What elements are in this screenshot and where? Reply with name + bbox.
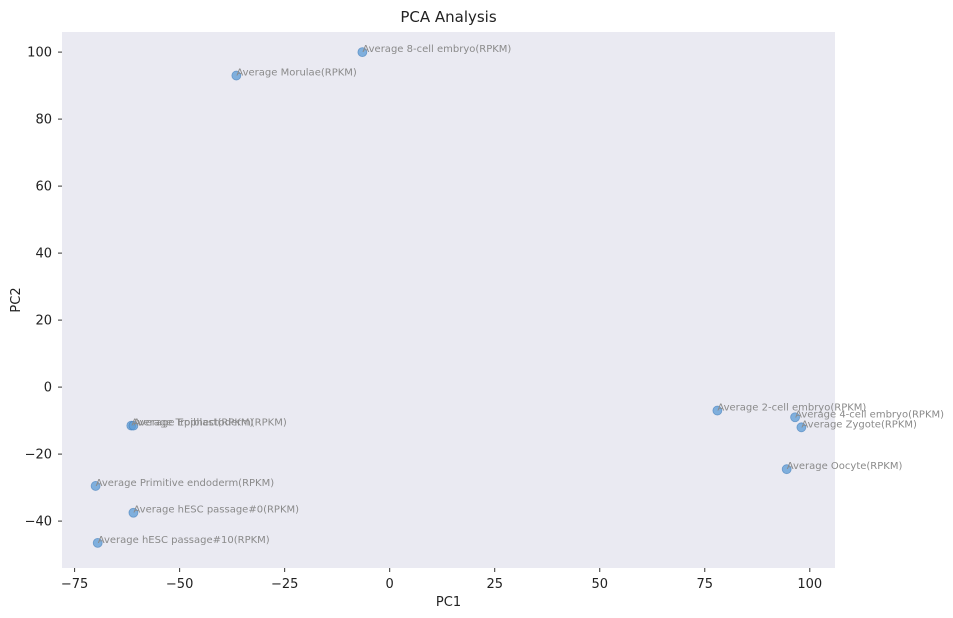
x-tick-label: 0 bbox=[386, 577, 394, 592]
x-tick-label: −25 bbox=[271, 577, 298, 592]
data-point-label: Average hESC passage#10(RPKM) bbox=[98, 535, 270, 546]
data-point-label: Average Epiblast(RPKM) bbox=[133, 418, 253, 429]
x-axis-ticks: −75 −50 −25 0 25 50 75 100 bbox=[61, 568, 822, 592]
data-point bbox=[357, 47, 368, 57]
x-tick-label: −75 bbox=[61, 577, 88, 592]
y-tick-label: 20 bbox=[35, 314, 52, 329]
y-axis-ticks: −40 −20 0 20 40 60 80 100 bbox=[25, 46, 62, 530]
y-tick-label: −20 bbox=[25, 448, 52, 463]
x-tick-label: 50 bbox=[591, 577, 608, 592]
data-point bbox=[231, 70, 242, 81]
plot-area bbox=[62, 32, 835, 568]
data-points bbox=[90, 47, 807, 548]
y-tick-label: 80 bbox=[35, 113, 52, 128]
data-point bbox=[92, 537, 103, 548]
data-point-label: Average Oocyte(RPKM) bbox=[787, 461, 903, 472]
y-tick-label: 0 bbox=[44, 381, 52, 396]
y-axis-label: PC2 bbox=[9, 287, 24, 312]
data-point bbox=[128, 507, 139, 518]
data-point-label: Average 2-cell embryo(RPKM) bbox=[717, 403, 866, 414]
data-point-label: Average Morulae(RPKM) bbox=[236, 68, 357, 79]
data-point-label: Average 8-cell embryo(RPKM) bbox=[362, 44, 511, 55]
point-labels: Average 8-cell embryo(RPKM) Average Morul… bbox=[96, 44, 945, 546]
x-tick-label: 100 bbox=[797, 577, 822, 592]
y-tick-label: 40 bbox=[35, 247, 52, 262]
data-point bbox=[712, 405, 723, 416]
chart-title: PCA Analysis bbox=[400, 8, 497, 26]
y-tick-label: 100 bbox=[27, 46, 52, 61]
data-point-label: Average hESC passage#0(RPKM) bbox=[133, 505, 299, 516]
data-point-label: Average Primitive endoderm(RPKM) bbox=[96, 478, 275, 489]
data-point bbox=[790, 412, 800, 423]
data-point-label: Average Zygote(RPKM) bbox=[801, 419, 917, 430]
x-axis-label: PC1 bbox=[436, 595, 461, 610]
x-tick-label: −50 bbox=[166, 577, 193, 592]
y-tick-label: 60 bbox=[35, 180, 52, 195]
data-point bbox=[90, 481, 101, 491]
data-point bbox=[128, 420, 139, 431]
x-tick-label: 75 bbox=[696, 577, 713, 592]
data-point-label: Average Trophectoderm(RPKM) bbox=[131, 418, 287, 429]
data-point bbox=[781, 464, 792, 475]
data-point-label: Average 4-cell embryo(RPKM) bbox=[795, 409, 944, 420]
x-tick-label: 25 bbox=[486, 577, 503, 592]
data-point bbox=[796, 422, 807, 433]
y-tick-label: −40 bbox=[25, 515, 52, 530]
